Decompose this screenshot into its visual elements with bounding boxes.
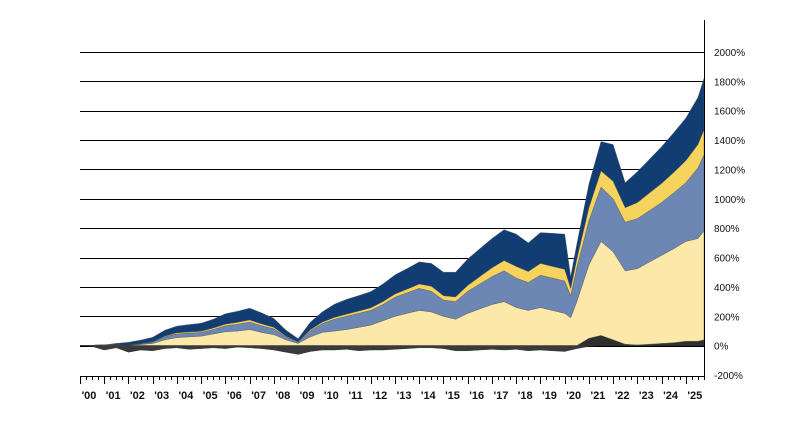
x-tick-label: '10 — [324, 390, 339, 402]
y-tick-label: 1600% — [714, 107, 745, 118]
tick-labels: -200% 0% 200% 400% 600% 800% 1000% 1200% 1400% 16… — [82, 48, 746, 402]
x-tick-label: '20 — [566, 390, 581, 402]
y-tick-label: 0% — [714, 342, 729, 353]
y-tick-label: 1200% — [714, 165, 745, 176]
x-tick-label: '19 — [542, 390, 557, 402]
y-tick-label: 400% — [714, 283, 740, 294]
x-tick-label: '17 — [494, 390, 509, 402]
x-tick-label: '02 — [130, 390, 145, 402]
y-tick-label: 200% — [714, 312, 740, 323]
gridlines — [80, 52, 704, 347]
x-tick-label: '08 — [275, 390, 290, 402]
y-tick-label: 800% — [714, 224, 740, 235]
axes — [80, 20, 705, 384]
x-tick-label: '12 — [372, 390, 387, 402]
x-tick-label: '15 — [445, 390, 460, 402]
x-tick-label: '22 — [615, 390, 630, 402]
area-series-negative — [79, 345, 704, 355]
x-tick-label: '23 — [639, 390, 654, 402]
x-tick-label: '24 — [663, 390, 679, 402]
x-tick-label: '06 — [227, 390, 242, 402]
x-tick-label: '25 — [687, 390, 702, 402]
x-tick-label: '03 — [154, 390, 169, 402]
x-tick-label: '11 — [348, 390, 362, 402]
x-tick-label: '07 — [251, 390, 266, 402]
x-tick-label: '05 — [203, 390, 218, 402]
x-tick-label: '21 — [590, 390, 605, 402]
x-tick-label: '01 — [106, 390, 121, 402]
y-tick-label: 1400% — [714, 136, 745, 147]
x-tick-label: '18 — [518, 390, 533, 402]
x-tick-label: '16 — [469, 390, 484, 402]
x-tick-label: '00 — [82, 390, 97, 402]
y-tick-label: 2000% — [714, 48, 745, 59]
y-tick-label: 1800% — [714, 77, 745, 88]
y-tick-label: -200% — [714, 371, 743, 382]
x-tick-label: '13 — [397, 390, 412, 402]
x-tick-label: '09 — [300, 390, 315, 402]
y-tick-label: 600% — [714, 254, 740, 265]
area-series-group — [79, 78, 705, 355]
x-tick-label: '14 — [421, 390, 437, 402]
x-tick-label: '04 — [179, 390, 195, 402]
y-tick-label: 1000% — [714, 195, 745, 206]
